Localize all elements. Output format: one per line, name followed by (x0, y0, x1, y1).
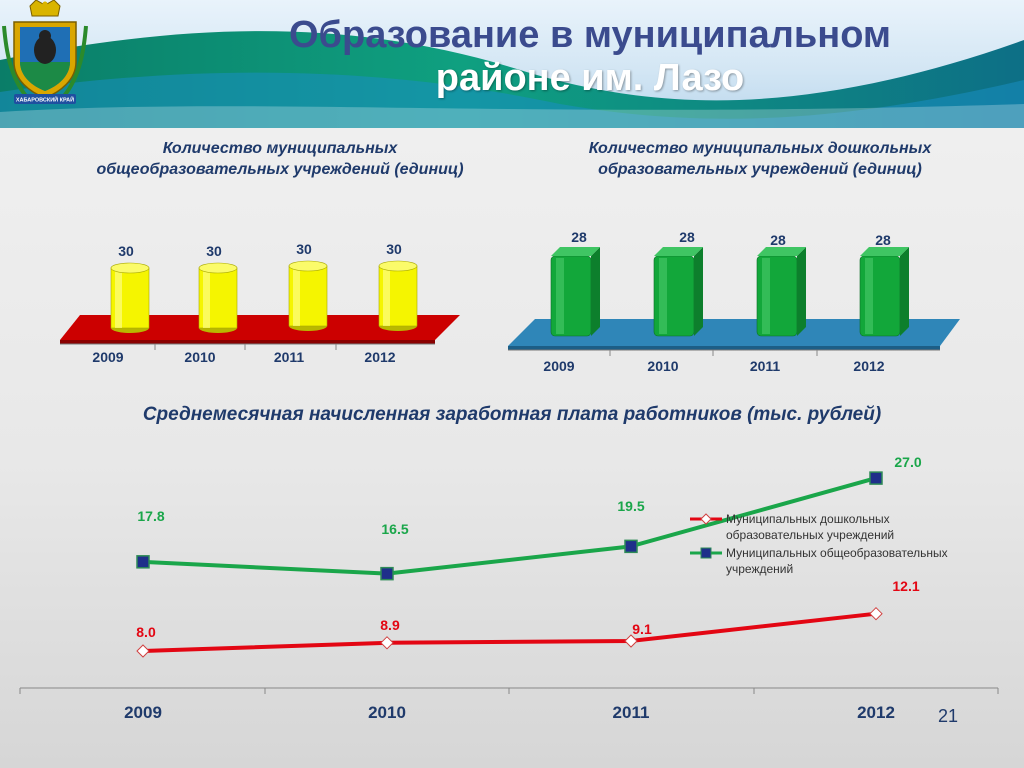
chart2-value-label: 28 (571, 229, 587, 245)
chart3-point-diamond (380, 636, 394, 650)
page-title: Образование в муниципальном (288, 14, 892, 56)
chart1-value-label: 30 (296, 241, 312, 257)
page-number: 21 (938, 706, 959, 726)
chart2-bar-top (654, 247, 703, 256)
chart1-value-label: 30 (206, 243, 222, 259)
chart2-bar-2010 (653, 247, 703, 337)
chart3-point-diamond (136, 644, 150, 658)
chart2-title: Количество муниципальных дошкольных обра… (588, 140, 932, 178)
chart2-bar-2011 (756, 247, 806, 337)
chart1-floor (60, 315, 460, 340)
chart3-value-label: 8.9 (380, 617, 400, 633)
chart1-bar-highlight (383, 266, 390, 326)
chart1-bar-2012 (378, 260, 418, 331)
chart3-point-square (869, 471, 883, 485)
chart3-point-square (136, 555, 150, 569)
chart3-value-label: 17.8 (137, 508, 164, 524)
chart1-bar-top (288, 260, 328, 272)
chart1-bar-top (378, 260, 418, 272)
chart1-tick-label: 2009 (92, 349, 123, 365)
chart3-tick-label: 2012 (857, 703, 895, 722)
chart1-bar-2010 (198, 262, 238, 333)
legend-diamond-marker (700, 513, 712, 525)
chart2-value-label: 28 (679, 229, 695, 245)
chart1-cylinder-bar-chart: 30 30 30 30 2009 2010 2011 2012 (60, 241, 460, 365)
chart3-point-diamond (869, 606, 883, 621)
chart2-floor (508, 319, 960, 346)
chart2-bar-2009 (550, 247, 600, 337)
chart2-bar-highlight (659, 258, 667, 334)
chart2-tick-label: 2012 (853, 358, 884, 374)
chart2-bar-highlight (865, 258, 873, 334)
chart3-value-label: 9.1 (632, 621, 652, 637)
chart2-floor-edge (508, 346, 940, 350)
chart3-series-line-1 (142, 611, 877, 653)
chart1-title: Количество муниципальных общеобразовател… (96, 140, 464, 178)
chart3-value-label: 8.0 (136, 624, 156, 640)
chart3-point-square (624, 539, 638, 554)
chart1-tick-label: 2012 (364, 349, 395, 365)
chart1-bar-highlight (115, 268, 122, 328)
chart2-bar-side (694, 247, 703, 336)
chart2-bar-top (757, 247, 806, 256)
chart3-value-label: 19.5 (617, 498, 644, 514)
chart3-tick-label: 2009 (124, 703, 162, 722)
chart3-title: Среднемесячная начисленная заработная пл… (142, 404, 882, 425)
chart1-tick-label: 2011 (274, 349, 305, 365)
chart2-value-label: 28 (770, 232, 786, 248)
chart3-value-label: 12.1 (892, 578, 919, 594)
chart3-point-square (380, 566, 394, 581)
chart2-bar-2012 (859, 247, 909, 337)
chart3-value-label: 16.5 (381, 521, 408, 537)
chart2-bar-highlight (556, 258, 564, 334)
chart2-bar-highlight (762, 258, 770, 334)
chart3-tick-label: 2010 (368, 703, 406, 722)
chart2-tick-label: 2009 (543, 358, 574, 374)
chart1-bar-highlight (293, 266, 300, 326)
chart3-point-diamond (624, 634, 638, 648)
chart2-value-label: 28 (875, 232, 891, 248)
chart2-tick-label: 2011 (750, 358, 781, 374)
chart1-bar-highlight (203, 268, 210, 328)
chart1-bar-2009 (110, 262, 150, 333)
header-wave-band (0, 31, 1024, 128)
page-subtitle: районе им. Лазо (435, 57, 745, 99)
emblem-ribbon (14, 94, 76, 104)
chart2-bar-top (551, 247, 600, 256)
chart3-value-label: 27.0 (894, 454, 921, 470)
chart2-bar-side (900, 247, 909, 336)
chart1-tick-label: 2010 (184, 349, 215, 365)
legend-square-marker (700, 547, 712, 559)
chart3-series-line-2 (142, 476, 877, 576)
chart1-value-label: 30 (386, 241, 402, 257)
coat-of-arms-icon: ХАБАРОВСКИЙ КРАЙ (2, 0, 88, 104)
legend-label-2: Муниципальных общеобразовательных учрежде… (726, 546, 948, 576)
chart2-box-bar-chart: 28 28 28 28 2009 2010 2011 2012 (508, 229, 960, 374)
chart3-tick-label: 2011 (613, 703, 650, 722)
chart2-bar-side (591, 247, 600, 336)
chart1-floor-edge (60, 340, 435, 344)
chart3-line-chart: 8.0 8.9 9.1 12.1 17.8 16.5 19.5 27.0 2009 2010 20… (19, 454, 999, 722)
chart2-bar-side (797, 247, 806, 336)
chart1-value-label: 30 (118, 243, 134, 259)
legend-label-1: Муниципальных дошкольных образовательных … (726, 512, 894, 542)
svg-text:ХАБАРОВСКИЙ КРАЙ: ХАБАРОВСКИЙ КРАЙ (16, 96, 74, 104)
chart2-tick-label: 2010 (647, 358, 678, 374)
chart1-bar-top (198, 262, 238, 274)
chart1-bar-2011 (288, 260, 328, 331)
slide-header: ХАБАРОВСКИЙ КРАЙ Образование в муниципал… (0, 0, 1024, 128)
chart2-bar-top (860, 247, 909, 256)
chart1-bar-top (110, 262, 150, 274)
